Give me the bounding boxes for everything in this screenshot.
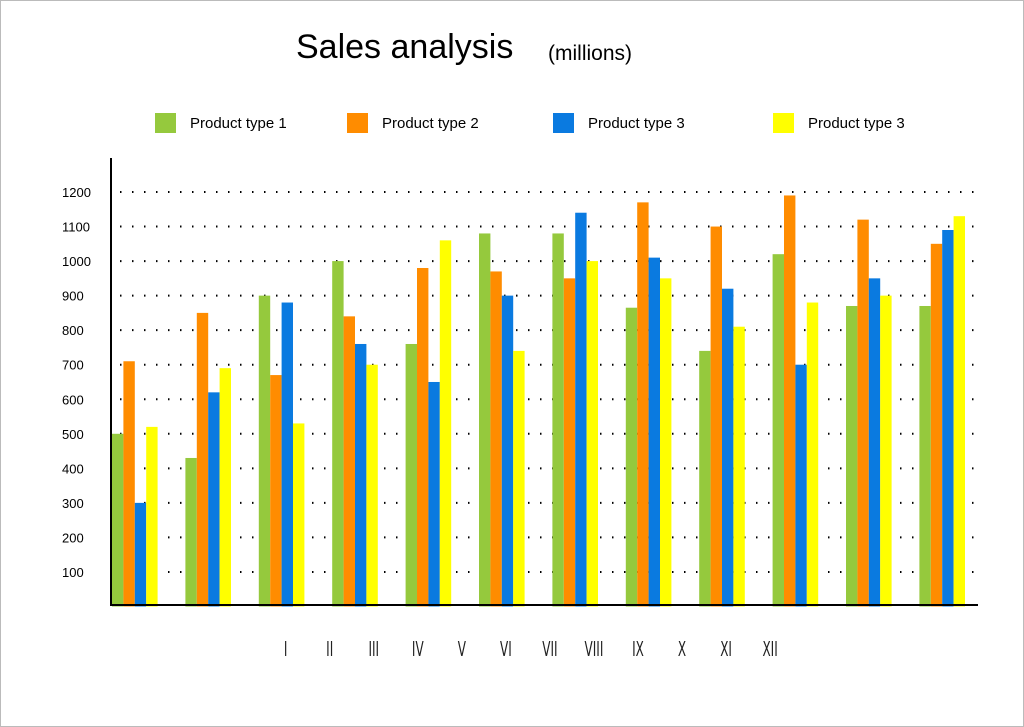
bar-VIII-series-2 [637,202,649,607]
y-tick-label: 200 [62,530,84,545]
legend-swatch [347,113,368,133]
bar-IV-series-2 [343,316,355,607]
y-tick-label: 700 [62,358,84,373]
x-tick-label: XI [720,638,732,661]
bar-XI-series-2 [857,219,869,607]
bar-VIII-series-3 [648,257,660,607]
x-tick-label: II [326,638,333,661]
x-tick-label: VIII [585,638,604,661]
bar-IX-series-3 [722,288,734,607]
x-tick-label: IV [412,638,424,661]
legend-label: Product type 3 [808,114,905,132]
x-tick-label: IX [632,638,644,661]
y-tick-label: 1100 [62,220,90,235]
bar-III-series-4 [293,423,305,607]
bar-XI-series-1 [846,305,858,607]
legend-item-1: Product type 1 [155,112,287,134]
bar-XII-series-1 [919,305,931,607]
legend-item-4: Product type 3 [773,112,905,134]
bar-X-series-4 [806,302,819,607]
bar-IV-series-3 [355,343,367,607]
bar-II-series-2 [196,312,209,607]
bar-V-series-2 [417,267,429,607]
legend-swatch [155,113,176,133]
bar-I-series-2 [123,361,135,607]
legend-label: Product type 1 [190,114,287,132]
bar-XII-series-2 [930,243,943,607]
bar-II-series-1 [185,457,197,607]
bar-X-series-1 [772,254,784,607]
y-tick-label: 100 [62,565,84,580]
x-tick-label: VI [500,638,512,661]
bar-III-series-3 [281,302,293,607]
y-tick-label: 500 [62,427,84,442]
bar-V-series-1 [405,343,417,607]
bar-IX-series-4 [733,326,745,607]
bar-VIII-series-1 [625,307,638,607]
bar-VII-series-4 [586,261,598,607]
bar-X-series-3 [795,364,807,607]
y-tick-label: 300 [62,496,84,511]
x-tick-label: XII [762,638,777,661]
bar-VI-series-2 [490,271,502,607]
x-tick-label: V [458,638,467,661]
bar-XII-series-3 [942,229,954,607]
bar-VIII-series-4 [660,278,672,607]
bar-I-series-3 [134,502,147,607]
y-tick-label: 1200 [62,185,91,200]
bar-VII-series-2 [563,278,576,607]
bar-I-series-1 [112,433,124,607]
chart-subtitle: (millions) [548,42,632,65]
y-tick-label: 600 [62,392,84,407]
y-tick-label: 400 [62,461,84,476]
legend-swatch [553,113,574,133]
bar-XII-series-4 [953,216,965,607]
bar-XI-series-4 [880,295,892,607]
bar-XI-series-3 [868,278,881,607]
bar-VI-series-4 [513,350,525,607]
x-tick-label: I [284,638,288,661]
bar-IV-series-4 [366,364,378,607]
bar-IV-series-1 [332,261,344,607]
legend-label: Product type 3 [588,114,685,132]
x-tick-label: VII [542,638,557,661]
legend-swatch [773,113,794,133]
bar-VII-series-1 [552,233,564,607]
bar-II-series-3 [208,392,220,607]
bar-IX-series-1 [699,350,711,607]
y-tick-label: 800 [62,323,84,338]
legend-item-3: Product type 3 [553,112,685,134]
bar-X-series-2 [784,195,796,607]
bar-V-series-4 [439,240,452,607]
x-tick-label: III [368,638,379,661]
legend-item-2: Product type 2 [347,112,479,134]
bar-IX-series-2 [710,226,722,607]
bar-VI-series-1 [479,233,491,607]
bar-III-series-2 [270,375,282,607]
bar-V-series-3 [428,381,440,607]
y-tick-label: 900 [62,289,84,304]
bar-III-series-1 [258,295,271,607]
bar-VI-series-3 [501,295,514,607]
legend-label: Product type 2 [382,114,479,132]
x-tick-label: X [678,638,686,661]
bar-VII-series-3 [575,212,587,607]
bar-I-series-4 [146,426,158,607]
chart-title: Sales analysis [296,28,514,66]
bar-II-series-4 [219,368,231,607]
y-tick-label: 1000 [62,254,91,269]
